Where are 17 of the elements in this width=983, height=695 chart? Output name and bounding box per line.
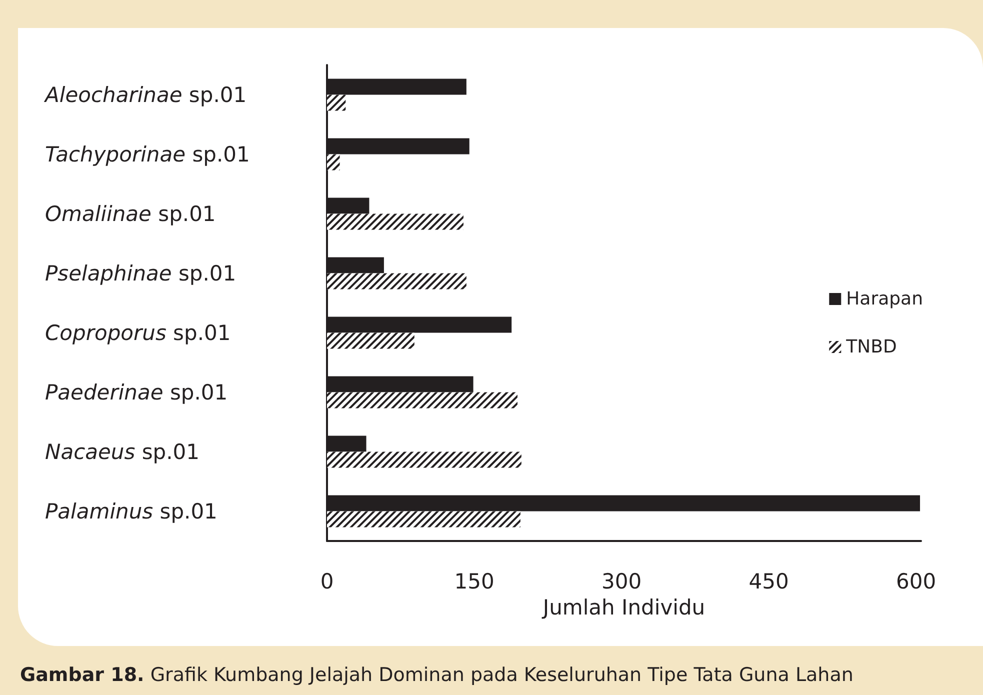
x-tick-label: 600 [896, 570, 936, 594]
legend-label: Harapan [846, 288, 924, 310]
x-axis-title: Jumlah Individu [540, 595, 706, 620]
y-tick-label: Aleocharinae sp.01 [43, 82, 247, 107]
x-tick-label: 300 [602, 570, 642, 594]
y-tick-label: Tachyporinae sp.01 [45, 142, 250, 166]
y-tick-label: Coproporus sp.01 [45, 320, 231, 345]
y-tick-label: Nacaeus sp.01 [45, 440, 200, 464]
y-tick-label: Paederinae sp.01 [45, 380, 228, 404]
y-tick-label: Palaminus sp.01 [45, 499, 218, 524]
x-tick-label: 150 [454, 570, 494, 594]
x-tick-label: 450 [748, 570, 789, 594]
y-tick-label: Omaliinae sp.01 [45, 202, 216, 226]
x-tick-label: 0 [320, 570, 334, 594]
y-tick-label: Pselaphinae sp.01 [45, 261, 236, 286]
text: Gambar 18. Grafik Kumbang Jelajah Dominan pada Keseluruhan Tipe Tata Guna Lahan [20, 664, 854, 686]
legend-label: TNBD [845, 336, 897, 358]
